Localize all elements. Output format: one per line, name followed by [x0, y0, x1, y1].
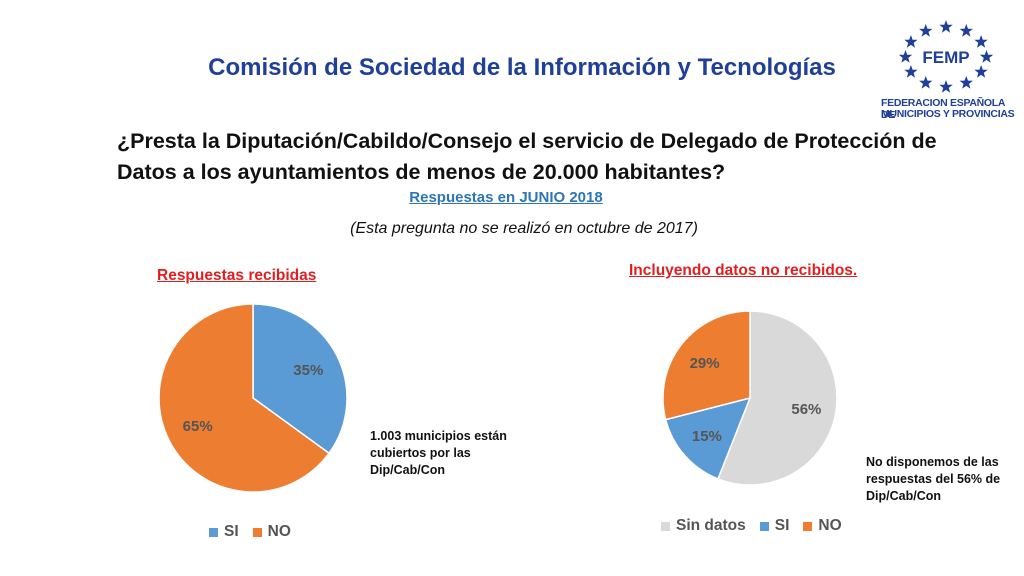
legend-item: NO: [803, 517, 842, 535]
legend-item: Sin datos: [661, 517, 746, 535]
femp-stars-logo-icon: FEMP: [898, 20, 994, 93]
chart1-legend: SI NO: [209, 523, 305, 541]
pie-data-label: 35%: [293, 362, 323, 379]
legend-label: NO: [818, 517, 842, 534]
logo-star-icon: [919, 76, 933, 89]
page-title: Comisión de Sociedad de la Información y…: [208, 54, 836, 81]
logo-star-icon: [974, 65, 988, 78]
pie-chart-received: 35% 65%: [158, 303, 348, 493]
legend-item: NO: [252, 523, 291, 541]
logo-star-icon: [919, 24, 933, 37]
legend-label: SI: [774, 517, 790, 534]
legend-swatch: [252, 527, 262, 537]
logo-star-icon: [904, 35, 918, 48]
logo-star-icon: [974, 35, 988, 48]
legend-item: SI: [209, 523, 239, 541]
pie-data-label: 15%: [692, 428, 722, 445]
pie-data-label: 29%: [690, 355, 720, 372]
logo-org-name-line2: MUNICIPIOS Y PROVINCIAS: [881, 108, 1015, 120]
chart1-title: Respuestas recibidas: [157, 267, 317, 284]
chart2-annotation: No disponemos de las respuestas del 56% …: [866, 455, 1001, 503]
pie-data-label: 56%: [791, 401, 821, 418]
chart2-title: Incluyendo datos no recibidos.: [629, 262, 858, 279]
logo-star-icon: [959, 76, 973, 89]
survey-question: ¿Presta la Diputación/Cabildo/Consejo el…: [117, 129, 937, 184]
legend-swatch: [209, 527, 218, 537]
legend-swatch: [803, 521, 813, 531]
pie-slice-si: [664, 396, 752, 480]
chart1-annotation: 1.003 municipios están cubiertos por las…: [370, 429, 507, 477]
logo-star-icon: [979, 50, 994, 63]
logo-star-icon: [898, 50, 913, 63]
logo-star-icon: [939, 80, 953, 93]
legend-label: SI: [224, 523, 239, 540]
pie-slice-no: [158, 303, 331, 493]
pie-chart-including-missing: 56% 15% 29%: [662, 310, 838, 486]
legend-label: NO: [267, 523, 291, 540]
chart2-legend: Sin datos SI NO: [661, 517, 856, 535]
pie-slice-no: [662, 310, 751, 421]
pie-data-label: 65%: [183, 418, 213, 435]
logo-star-icon: [939, 20, 953, 33]
survey-note: (Esta pregunta no se realizó en octubre …: [350, 220, 698, 237]
legend-item: SI: [759, 517, 790, 535]
legend-swatch: [759, 521, 769, 531]
logo-text: FEMP: [922, 48, 969, 67]
pie-slice-si: [252, 303, 348, 455]
logo-star-icon: [959, 24, 973, 37]
logo-org-name-line1: FEDERACION ESPAÑOLA DE: [881, 97, 1005, 121]
pie-slice-sin-datos: [716, 310, 838, 486]
legend-label: Sin datos: [676, 517, 746, 534]
responses-date-subtitle: Respuestas en JUNIO 2018: [409, 189, 603, 206]
logo-star-icon: [904, 65, 918, 78]
legend-swatch: [661, 521, 670, 531]
